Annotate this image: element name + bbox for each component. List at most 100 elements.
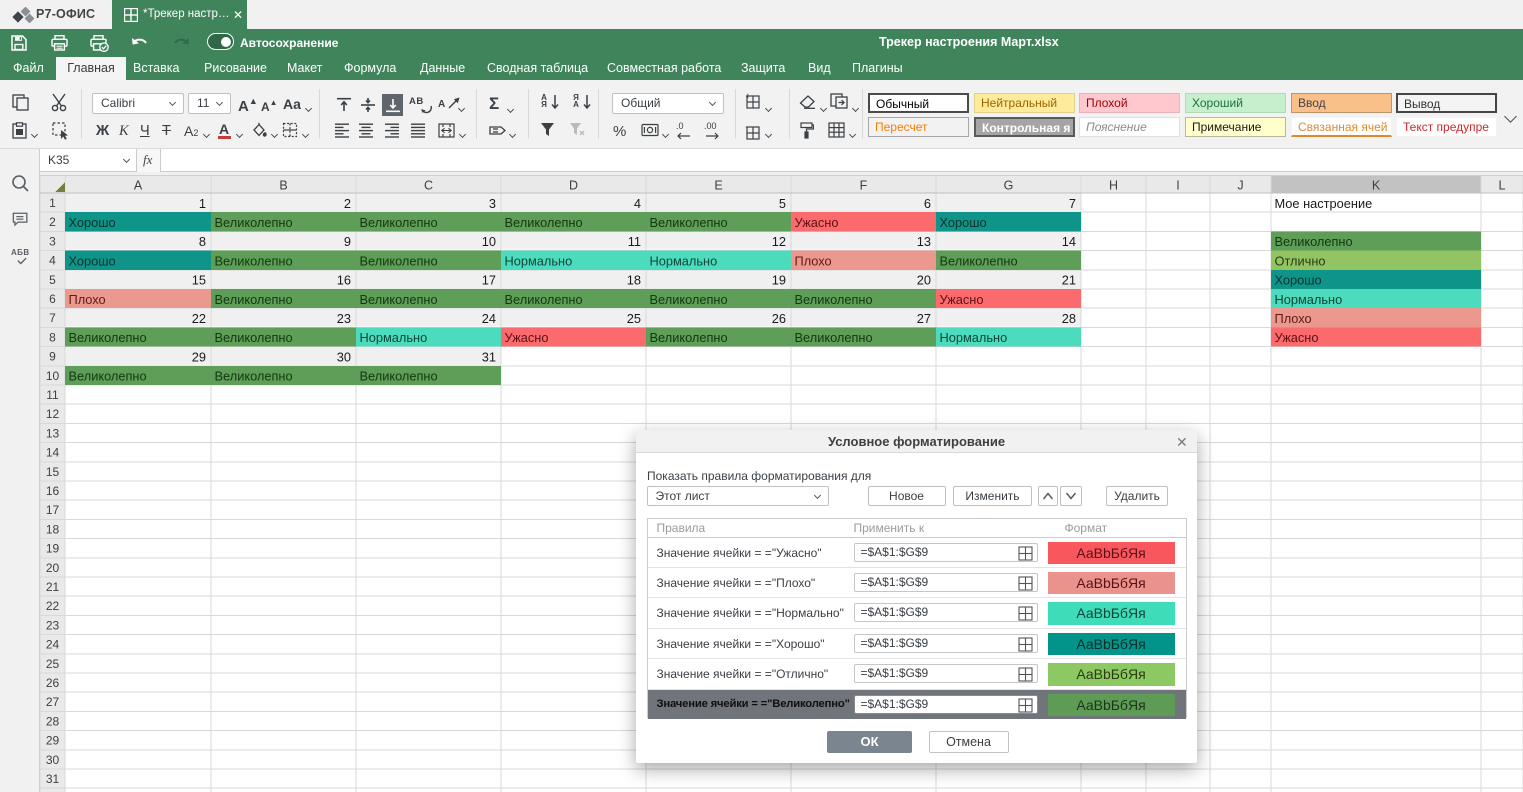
svg-text:Нормально: Нормально [505, 253, 573, 268]
svg-text:G: G [1004, 179, 1014, 193]
svg-text:Великолепно: Великолепно [215, 215, 293, 230]
svg-text:25: 25 [46, 657, 60, 671]
svg-text:E: E [714, 179, 722, 193]
svg-text:8: 8 [199, 234, 206, 249]
svg-text:Великолепно: Великолепно [360, 215, 438, 230]
svg-text:14: 14 [46, 446, 60, 460]
svg-text:L: L [1499, 179, 1506, 193]
svg-text:+: + [746, 93, 751, 101]
svg-text:K: K [1372, 179, 1381, 193]
svg-text:8: 8 [49, 330, 56, 344]
svg-text:27: 27 [46, 695, 60, 709]
svg-text:18: 18 [627, 273, 641, 288]
svg-text:13: 13 [917, 234, 931, 249]
svg-text:9: 9 [344, 234, 351, 249]
svg-text:20: 20 [917, 273, 931, 288]
svg-text:J: J [1237, 179, 1243, 193]
svg-text:3: 3 [49, 234, 56, 248]
svg-text:Великолепно: Великолепно [650, 292, 728, 307]
svg-text:2: 2 [344, 196, 351, 211]
svg-text:6: 6 [49, 292, 56, 306]
svg-text:27: 27 [917, 311, 931, 326]
svg-text:14: 14 [1062, 234, 1076, 249]
svg-text:Нормально: Нормально [360, 330, 428, 345]
svg-text:Великолепно: Великолепно [215, 369, 293, 384]
svg-text:20: 20 [46, 561, 60, 575]
svg-text:5: 5 [779, 196, 786, 211]
svg-text:D: D [569, 179, 578, 193]
svg-text:Великолепно: Великолепно [69, 330, 147, 345]
svg-text:18: 18 [46, 522, 60, 536]
svg-text:Великолепно: Великолепно [1275, 234, 1353, 249]
svg-text:11: 11 [46, 388, 59, 402]
svg-text:15: 15 [192, 273, 206, 288]
svg-text:Плохо: Плохо [69, 292, 106, 307]
svg-text:Великолепно: Великолепно [360, 253, 438, 268]
svg-text:A: A [134, 179, 143, 193]
svg-text:Хорошо: Хорошо [1275, 273, 1322, 288]
svg-text:4: 4 [49, 254, 56, 268]
svg-text:4: 4 [634, 196, 641, 211]
svg-text:I: I [1176, 179, 1179, 193]
svg-text:Великолепно: Великолепно [940, 253, 1018, 268]
svg-text:H: H [1109, 179, 1118, 193]
svg-text:29: 29 [192, 349, 206, 364]
svg-text:9: 9 [49, 350, 56, 364]
svg-text:29: 29 [46, 734, 60, 748]
svg-text:Великолепно: Великолепно [795, 330, 873, 345]
svg-text:7: 7 [49, 311, 56, 325]
svg-text:–: – [746, 124, 751, 132]
svg-text:Плохо: Плохо [1275, 311, 1312, 326]
svg-text:15: 15 [46, 465, 60, 479]
svg-text:22: 22 [192, 311, 206, 326]
svg-text:26: 26 [772, 311, 786, 326]
svg-text:Плохо: Плохо [795, 253, 832, 268]
svg-text:Мое настроение: Мое настроение [1275, 196, 1373, 211]
svg-text:12: 12 [46, 407, 60, 421]
svg-text:17: 17 [482, 273, 496, 288]
svg-text:21: 21 [1062, 273, 1076, 288]
svg-text:Великолепно: Великолепно [650, 215, 728, 230]
svg-text:Великолепно: Великолепно [215, 253, 293, 268]
svg-text:Нормально: Нормально [1275, 292, 1343, 307]
svg-text:25: 25 [627, 311, 641, 326]
svg-text:Великолепно: Великолепно [215, 330, 293, 345]
svg-text:30: 30 [337, 349, 351, 364]
svg-text:Хорошо: Хорошо [69, 215, 116, 230]
svg-text:28: 28 [46, 714, 60, 728]
svg-text:Хорошо: Хорошо [69, 253, 116, 268]
svg-text:13: 13 [46, 426, 60, 440]
svg-text:Нормально: Нормально [940, 330, 1008, 345]
svg-text:30: 30 [46, 753, 60, 767]
svg-text:2: 2 [49, 215, 56, 229]
svg-text:Ужасно: Ужасно [505, 330, 549, 345]
svg-text:Ужасно: Ужасно [1275, 330, 1319, 345]
svg-text:10: 10 [482, 234, 496, 249]
svg-text:23: 23 [337, 311, 351, 326]
svg-text:Нормально: Нормально [650, 253, 718, 268]
svg-text:Великолепно: Великолепно [795, 292, 873, 307]
svg-text:Великолепно: Великолепно [360, 292, 438, 307]
svg-text:Отлично: Отлично [1275, 253, 1326, 268]
svg-text:Великолепно: Великолепно [360, 369, 438, 384]
svg-text:21: 21 [46, 580, 60, 594]
svg-text:23: 23 [46, 618, 60, 632]
svg-text:1: 1 [199, 196, 206, 211]
svg-text:16: 16 [46, 484, 60, 498]
svg-text:16: 16 [337, 273, 351, 288]
svg-text:24: 24 [482, 311, 496, 326]
svg-text:17: 17 [46, 503, 60, 517]
svg-text:Ужасно: Ужасно [940, 292, 984, 307]
svg-text:1: 1 [49, 196, 56, 210]
svg-text:31: 31 [482, 349, 496, 364]
svg-text:C: C [424, 179, 433, 193]
svg-text:B: B [279, 179, 287, 193]
svg-text:10: 10 [46, 369, 60, 383]
svg-text:31: 31 [46, 772, 60, 786]
svg-text:28: 28 [1062, 311, 1076, 326]
svg-text:12: 12 [772, 234, 786, 249]
svg-text:Хорошо: Хорошо [940, 215, 987, 230]
svg-text:19: 19 [46, 542, 60, 556]
svg-text:Ужасно: Ужасно [795, 215, 839, 230]
svg-text:Великолепно: Великолепно [505, 215, 583, 230]
